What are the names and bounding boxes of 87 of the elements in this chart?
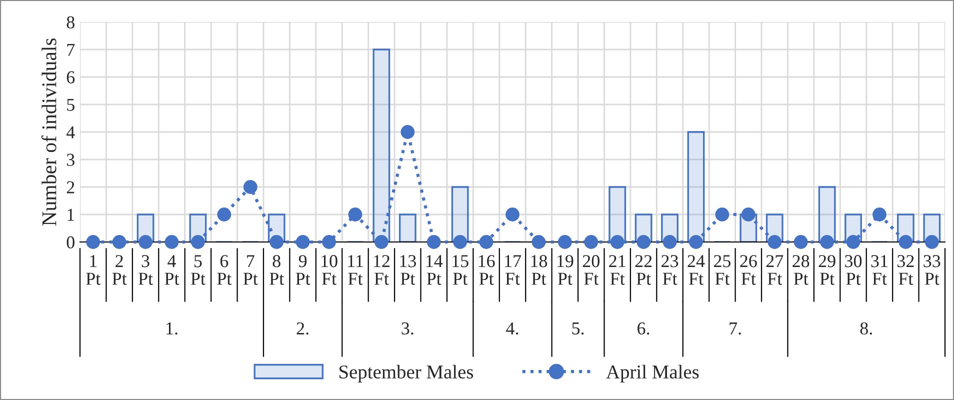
point xyxy=(138,235,152,249)
point xyxy=(112,235,126,249)
point xyxy=(164,235,179,249)
y-tick-label: 8 xyxy=(66,16,74,28)
point xyxy=(86,235,100,249)
point xyxy=(479,235,494,249)
point xyxy=(768,235,782,249)
y-tick-label: 7 xyxy=(67,44,75,56)
text: 1. xyxy=(166,322,178,335)
point xyxy=(453,235,468,249)
x-tick-label: 26 Ft xyxy=(740,255,757,285)
point xyxy=(794,235,808,249)
y-tick-label: 4 xyxy=(66,126,75,138)
x-tick-label: 4 Pt xyxy=(164,255,180,285)
point xyxy=(506,208,520,222)
x-tick-label: 5 Pt xyxy=(190,255,206,285)
x-tick-label: 6 Pt xyxy=(217,255,232,285)
text: 6. xyxy=(638,322,650,335)
point xyxy=(924,235,939,249)
x-tick-label: 16 Pt xyxy=(478,255,495,285)
point xyxy=(400,125,415,139)
y-tick-label: 0 xyxy=(66,236,74,248)
point xyxy=(374,235,388,249)
y-tick-label: 2 xyxy=(66,181,74,194)
x-tick-label: 2 Pt xyxy=(112,255,127,285)
x-tick-label: 25 Ft xyxy=(714,255,731,285)
x-tick-label: 29 Pt xyxy=(818,255,836,285)
point xyxy=(191,235,205,249)
x-tick-label: 31 Ft xyxy=(871,255,888,285)
point xyxy=(741,208,756,222)
x-tick-label: 7 Pt xyxy=(243,255,258,285)
x-tick-label: 19 Pt xyxy=(557,255,574,285)
point xyxy=(270,235,284,249)
point xyxy=(243,180,258,194)
x-tick-label: 10 Ft xyxy=(322,255,338,285)
x-tick-label: 13 Pt xyxy=(400,255,416,285)
x-tick-label: 20 Ft xyxy=(582,255,600,285)
y-axis-title: Number of individuals xyxy=(41,38,56,226)
point xyxy=(636,235,651,249)
x-tick-label: 22 Pt xyxy=(635,255,652,285)
y-tick-label: 5 xyxy=(67,98,74,111)
x-tick-label: 23 Ft xyxy=(662,255,678,285)
y-tick-label: 6 xyxy=(66,71,75,84)
point xyxy=(662,235,677,249)
point xyxy=(689,235,703,249)
x-tick-label: 9 Pt xyxy=(296,255,310,285)
text: 7. xyxy=(730,322,741,335)
text: 5. xyxy=(572,322,584,335)
bar xyxy=(398,214,416,242)
legend-label: April Males xyxy=(606,364,699,382)
x-tick-label: 32 Ft xyxy=(898,255,914,285)
point xyxy=(296,235,310,249)
x-tick-label: 14 Pt xyxy=(426,255,443,285)
text: 4. xyxy=(506,322,518,335)
x-tick-label: 28 Pt xyxy=(792,255,810,285)
point xyxy=(820,235,834,249)
point xyxy=(898,235,913,249)
point xyxy=(217,208,232,222)
x-tick-label: 18 Pt xyxy=(531,255,548,285)
x-tick-label: 8 Pt xyxy=(270,255,284,285)
point xyxy=(532,235,546,249)
x-tick-label: 17 Ft xyxy=(505,255,522,285)
point xyxy=(558,235,572,249)
text: 3. xyxy=(402,322,414,335)
x-tick-label: 11 Ft xyxy=(348,255,363,285)
x-tick-label: 1 Pt xyxy=(86,255,101,285)
x-tick-label: 12 Ft xyxy=(374,255,390,285)
point xyxy=(322,235,336,249)
x-tick-label: 3 Pt xyxy=(138,255,153,285)
legend-label: September Males xyxy=(340,364,474,382)
y-tick-label: 3 xyxy=(66,154,74,166)
x-tick-label: 30 Pt xyxy=(845,255,862,285)
x-tick-label: 24 Ft xyxy=(688,255,705,285)
y-tick-label: 1 xyxy=(68,208,74,221)
x-tick-label: 27 Ft xyxy=(766,255,784,285)
point xyxy=(348,208,362,222)
point xyxy=(584,235,598,249)
text: 8. xyxy=(860,322,872,335)
x-tick-label: 15 Pt xyxy=(452,255,468,285)
x-tick-label: 33 Pt xyxy=(924,255,940,285)
point xyxy=(715,208,730,222)
x-tick-label: 21 Ft xyxy=(609,255,626,285)
text: 2. xyxy=(296,322,308,335)
point xyxy=(872,208,886,222)
point xyxy=(426,235,441,249)
point xyxy=(846,235,860,249)
point xyxy=(610,235,624,249)
